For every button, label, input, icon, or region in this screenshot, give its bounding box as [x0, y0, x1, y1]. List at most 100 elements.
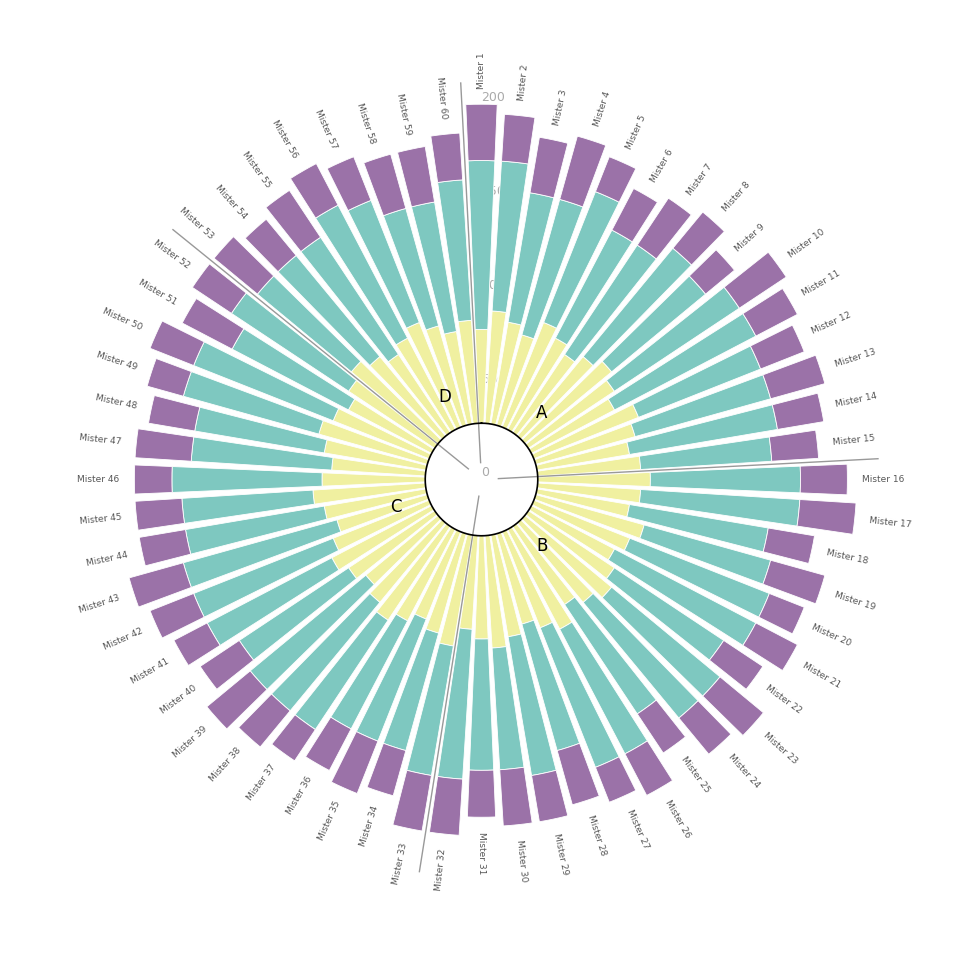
- Bar: [150, 321, 204, 365]
- Text: Mister 25: Mister 25: [680, 755, 712, 794]
- Bar: [322, 473, 426, 486]
- Bar: [797, 500, 856, 534]
- Bar: [193, 264, 247, 314]
- Bar: [638, 700, 686, 753]
- Bar: [147, 359, 192, 396]
- Bar: [135, 499, 185, 530]
- Bar: [183, 371, 324, 434]
- Bar: [194, 538, 339, 618]
- Bar: [522, 515, 612, 597]
- Bar: [331, 732, 377, 793]
- Bar: [537, 483, 640, 503]
- Text: Mister 18: Mister 18: [825, 549, 869, 566]
- Text: Mister 51: Mister 51: [137, 278, 178, 307]
- Bar: [200, 641, 253, 690]
- Bar: [710, 641, 763, 690]
- Text: Mister 21: Mister 21: [801, 662, 842, 690]
- Bar: [150, 594, 204, 638]
- Text: Mister 56: Mister 56: [271, 119, 299, 160]
- Text: Mister 39: Mister 39: [170, 725, 208, 760]
- Bar: [466, 105, 497, 161]
- Text: D: D: [438, 388, 452, 407]
- Text: Mister 14: Mister 14: [835, 391, 878, 409]
- Bar: [609, 550, 756, 645]
- Text: Mister 44: Mister 44: [85, 550, 128, 568]
- Bar: [763, 560, 825, 604]
- Bar: [475, 329, 488, 423]
- Bar: [291, 164, 338, 218]
- Bar: [186, 506, 327, 554]
- Bar: [437, 180, 472, 321]
- Bar: [564, 246, 657, 362]
- Bar: [679, 701, 731, 754]
- Text: Mister 11: Mister 11: [801, 269, 843, 297]
- Bar: [316, 205, 407, 345]
- Bar: [638, 199, 691, 259]
- Bar: [370, 357, 446, 439]
- Text: Mister 58: Mister 58: [355, 103, 377, 146]
- Bar: [356, 614, 427, 741]
- Bar: [584, 594, 698, 718]
- Bar: [459, 535, 478, 629]
- Text: Mister 5: Mister 5: [625, 113, 648, 151]
- Bar: [426, 326, 466, 427]
- Bar: [467, 770, 496, 817]
- Text: Mister 40: Mister 40: [159, 683, 198, 715]
- Text: Mister 33: Mister 33: [391, 842, 408, 885]
- Text: Mister 49: Mister 49: [95, 350, 139, 372]
- Text: Mister 8: Mister 8: [720, 180, 752, 214]
- Bar: [398, 147, 434, 207]
- Bar: [485, 535, 507, 648]
- Bar: [383, 208, 438, 330]
- Bar: [517, 357, 593, 439]
- Bar: [602, 587, 720, 696]
- Text: Mister 31: Mister 31: [477, 832, 486, 875]
- Bar: [129, 563, 192, 607]
- Bar: [584, 248, 691, 365]
- Bar: [534, 495, 644, 538]
- Bar: [631, 375, 770, 436]
- Bar: [536, 489, 630, 517]
- Bar: [239, 694, 290, 747]
- Text: Mister 53: Mister 53: [178, 205, 216, 241]
- Text: Mister 23: Mister 23: [762, 731, 799, 766]
- Bar: [522, 362, 612, 444]
- Bar: [492, 161, 528, 313]
- Bar: [500, 767, 533, 826]
- Text: Mister 6: Mister 6: [649, 149, 675, 184]
- Bar: [437, 628, 472, 779]
- Text: Mister 48: Mister 48: [94, 393, 138, 410]
- Bar: [800, 464, 847, 495]
- Text: Mister 20: Mister 20: [811, 622, 853, 648]
- Bar: [503, 530, 553, 628]
- Bar: [239, 568, 356, 660]
- Text: Mister 1: Mister 1: [477, 53, 486, 89]
- Bar: [556, 230, 633, 345]
- Bar: [703, 677, 764, 736]
- Bar: [319, 421, 429, 464]
- Bar: [690, 249, 735, 294]
- Bar: [558, 743, 599, 805]
- Text: Mister 52: Mister 52: [152, 238, 192, 270]
- Text: B: B: [536, 537, 547, 555]
- Bar: [388, 355, 451, 435]
- Bar: [650, 466, 800, 493]
- Text: Mister 55: Mister 55: [240, 150, 273, 189]
- Bar: [742, 289, 797, 336]
- Bar: [491, 534, 521, 637]
- Bar: [182, 490, 315, 524]
- Bar: [266, 191, 321, 251]
- Bar: [595, 757, 636, 803]
- Bar: [764, 528, 815, 564]
- Bar: [333, 501, 431, 550]
- Bar: [148, 395, 199, 431]
- Text: Mister 9: Mister 9: [734, 222, 767, 253]
- Bar: [366, 515, 441, 585]
- Bar: [370, 520, 446, 602]
- Bar: [512, 355, 575, 435]
- Bar: [469, 639, 494, 770]
- Text: Mister 10: Mister 10: [787, 227, 826, 259]
- Text: Mister 28: Mister 28: [586, 813, 608, 856]
- Text: Mister 59: Mister 59: [395, 92, 412, 135]
- Bar: [532, 405, 638, 458]
